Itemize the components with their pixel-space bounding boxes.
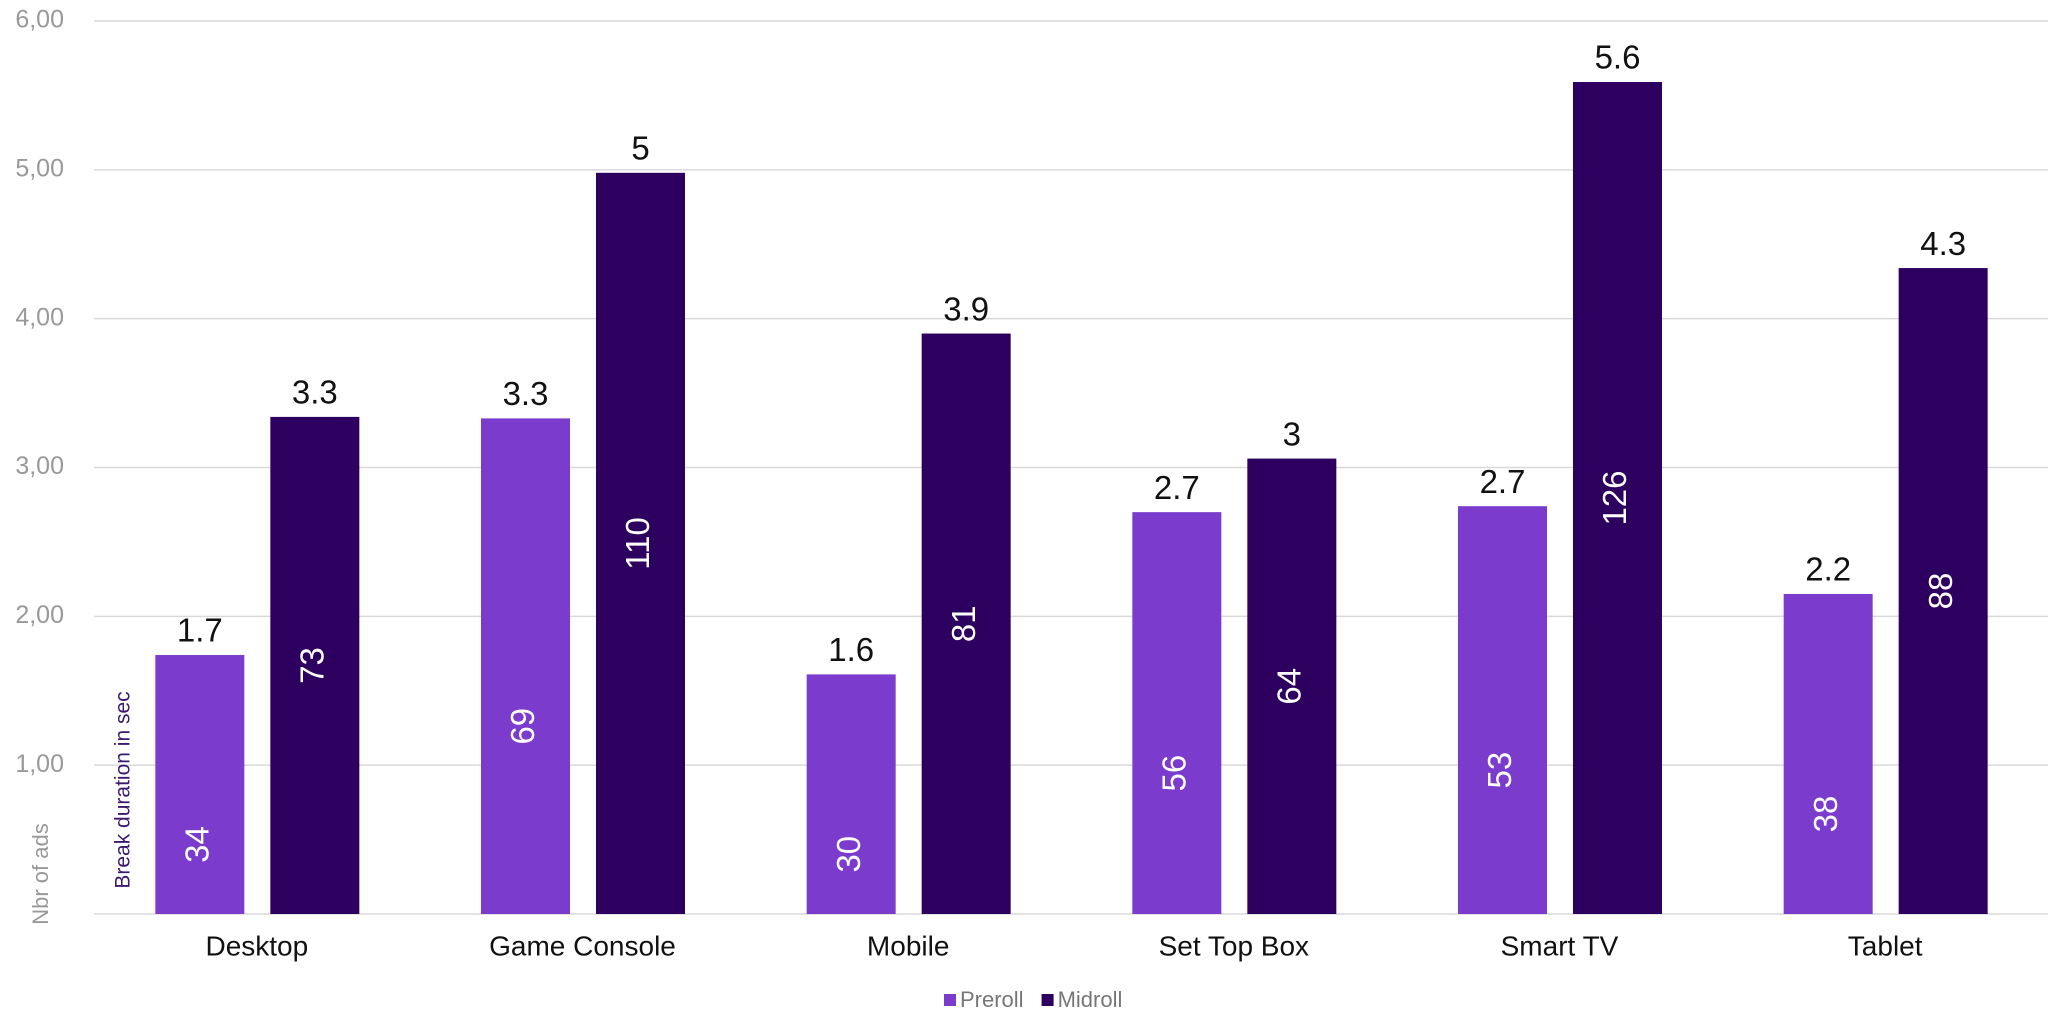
value-label: 3 <box>1283 415 1301 452</box>
bar <box>1458 506 1547 914</box>
value-label: 5.6 <box>1595 39 1641 76</box>
y-tick-label: 6,00 <box>15 6 64 34</box>
ads-label: 69 <box>504 708 541 745</box>
value-label: 3.3 <box>292 374 338 411</box>
legend-label: Midroll <box>1058 987 1123 1012</box>
ads-label: 34 <box>179 826 216 863</box>
ads-label: 56 <box>1156 755 1193 792</box>
y-tick-label: 4,00 <box>15 303 64 331</box>
bar <box>1783 594 1873 914</box>
y-tick-label: 1,00 <box>15 750 64 778</box>
bar <box>270 416 360 914</box>
annotation: Break duration in sec <box>112 691 135 888</box>
y-tick-label: 5,00 <box>15 154 64 182</box>
value-label: 2.7 <box>1480 463 1526 500</box>
bar <box>921 333 1011 914</box>
x-tick-label: Tablet <box>1848 930 1923 961</box>
x-tick-label: Game Console <box>489 930 676 961</box>
bar <box>1247 458 1337 914</box>
legend-swatch <box>1041 994 1054 1006</box>
value-label: 3.9 <box>943 290 989 327</box>
ads-label: 110 <box>619 517 656 570</box>
value-label: 5 <box>631 130 649 167</box>
x-tick-label: Smart TV <box>1501 930 1619 961</box>
value-label: 4.3 <box>1920 225 1966 262</box>
value-label: 3.3 <box>503 375 549 412</box>
y-tick-label: 3,00 <box>15 452 64 480</box>
bar <box>596 172 685 914</box>
bar <box>806 674 896 914</box>
value-label: 1.6 <box>828 631 874 668</box>
y-tick-label: 2,00 <box>15 601 64 629</box>
legend-label: Preroll <box>960 987 1024 1012</box>
bar <box>1898 268 1988 914</box>
bar <box>1573 82 1662 914</box>
ads-label: 53 <box>1481 752 1518 789</box>
bar <box>155 655 245 914</box>
ads-label: 64 <box>1271 668 1308 705</box>
y-axis-label: Nbr of ads <box>28 823 53 925</box>
bar <box>481 418 570 914</box>
x-tick-label: Desktop <box>205 930 308 961</box>
ads-label: 81 <box>945 605 982 642</box>
plot: 1,00 2,00 3,00 4,00 5,00 6,00 Desktop 1.7 34 3.3 7… <box>15 6 2048 1012</box>
value-label: 2.7 <box>1154 469 1200 506</box>
legend-swatch <box>944 994 956 1006</box>
value-label: 1.7 <box>177 612 223 649</box>
ads-label: 73 <box>294 647 331 684</box>
value-label: 2.2 <box>1805 551 1851 588</box>
x-tick-label: Set Top Box <box>1159 930 1309 961</box>
ads-label: 30 <box>830 836 867 873</box>
ads-label: 38 <box>1807 796 1844 833</box>
bar <box>1132 512 1222 914</box>
ads-label: 126 <box>1596 470 1633 525</box>
x-tick-label: Mobile <box>867 930 949 961</box>
ads-label: 88 <box>1922 573 1959 610</box>
